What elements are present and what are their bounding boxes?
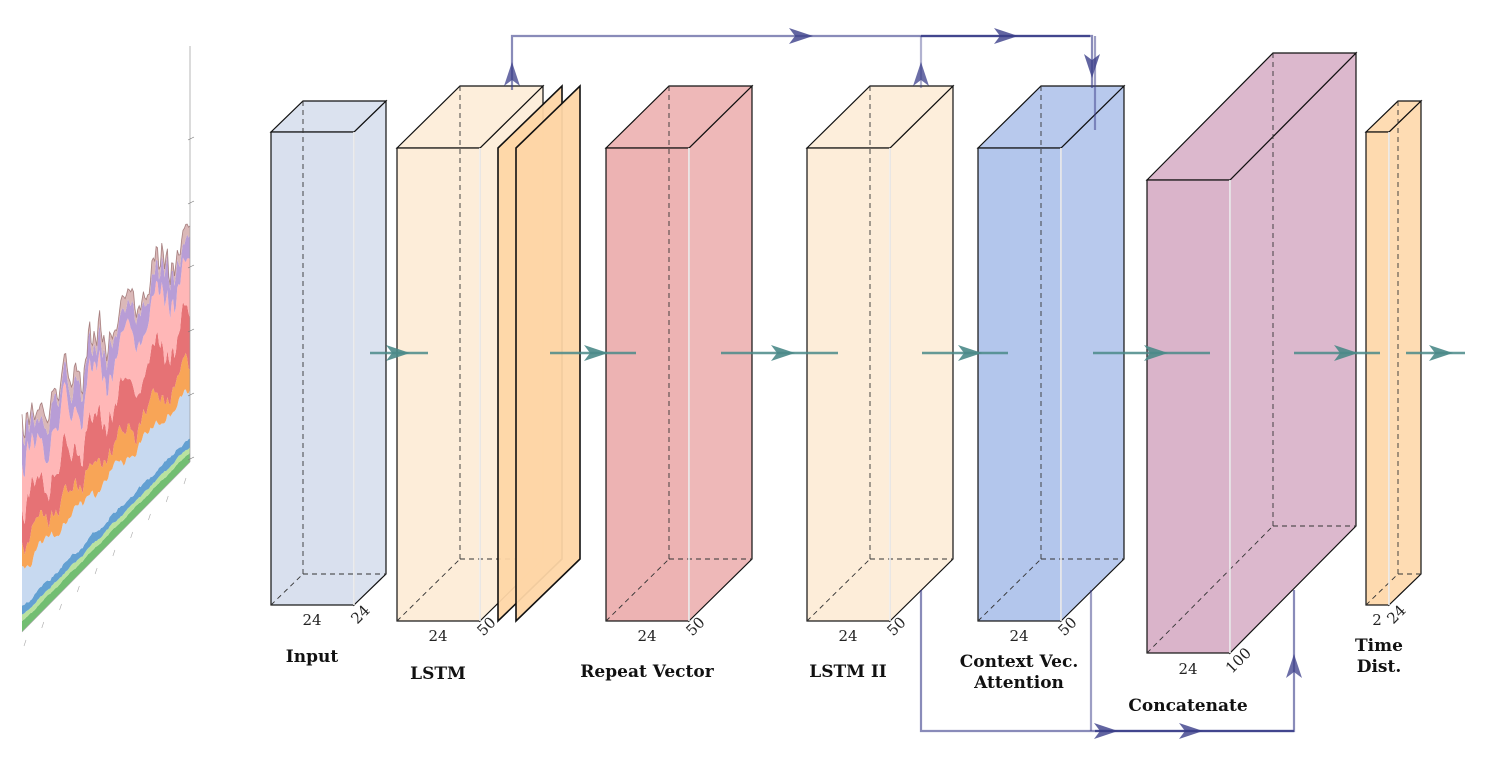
timeseries-area-layer [22, 352, 190, 569]
timedist-front-face [1365, 131, 1390, 606]
input-box [269, 99, 388, 607]
repeat-box [604, 84, 754, 623]
flow-arrow-head [1144, 345, 1168, 361]
flow-arrow [1406, 345, 1465, 361]
timeseries-tick [41, 621, 45, 629]
timeseries-tick [187, 456, 195, 461]
concat-box [1145, 51, 1358, 655]
timeseries-tick [187, 136, 195, 141]
context-label: Attention [973, 673, 1064, 693]
lstm-dim-width: 24 [428, 627, 447, 645]
skip-up-arrow-head [504, 62, 520, 86]
lstm2-label: LSTM II [809, 662, 887, 682]
timeseries-top-line [21, 223, 191, 439]
timeseries-area-layer [22, 438, 190, 615]
concat-label: Concatenate [1128, 696, 1247, 716]
input-label: Input [286, 647, 339, 667]
flow-arrow-head [1334, 345, 1358, 361]
timeseries-tick [77, 585, 80, 593]
flow-arrow-head [771, 345, 795, 361]
timeseries-tick [183, 477, 187, 485]
skip-right-arrow-head [994, 28, 1018, 44]
skip-connections [504, 28, 1302, 739]
skip-up-arrow-head [913, 62, 929, 86]
timeseries-x-axis [21, 461, 191, 633]
timeseries-tick [112, 549, 116, 557]
lstm2-box [805, 84, 955, 623]
flow-arrow-head [958, 345, 982, 361]
lstm2-front-face [806, 147, 891, 622]
skip-right-arrow-head [1094, 723, 1118, 739]
timeseries-tick [187, 200, 195, 205]
flow-arrow [1294, 345, 1380, 361]
context-label: Context Vec. [960, 652, 1079, 672]
skip-up-arrow-head [1286, 654, 1302, 678]
lstm-label: LSTM [410, 664, 466, 684]
repeat-label: Repeat Vector [580, 662, 714, 682]
lstm-front-face [396, 147, 481, 622]
layer-boxes [269, 51, 1423, 655]
lstm-extra-slab [515, 84, 581, 623]
flow-arrow [1093, 345, 1210, 361]
timedist-dim-width: 2 [1372, 611, 1382, 629]
flow-arrows [370, 345, 1465, 361]
timeseries-tick [94, 567, 98, 575]
timedist-label: Time [1355, 636, 1403, 656]
repeat-dim-width: 24 [637, 627, 656, 645]
input-front-face [270, 131, 355, 606]
lstm2-hidden-edge [806, 558, 871, 622]
flow-arrow [550, 345, 636, 361]
flow-arrow [370, 345, 428, 361]
timeseries-tick [148, 513, 151, 521]
skip-right-arrow-head [789, 28, 813, 44]
timeseries-tick [23, 639, 27, 647]
timeseries-tick [187, 264, 195, 269]
context-dim-width: 24 [1009, 627, 1028, 645]
flow-arrow [922, 345, 1008, 361]
context-hidden-edge [977, 558, 1042, 622]
input-hidden-edge [270, 573, 304, 606]
concat-dim-width: 24 [1178, 660, 1197, 678]
flow-arrow-head [1429, 345, 1453, 361]
repeat-hidden-edge [605, 558, 670, 622]
skip-right-arrow-head [1179, 723, 1203, 739]
timeseries-area-layer [22, 257, 190, 525]
context-front-face [977, 147, 1062, 622]
timeseries-area-layer [22, 301, 190, 555]
timeseries-area-layer [22, 452, 190, 632]
skip-top-lstm-to-context [510, 34, 1094, 90]
flow-arrow [721, 345, 838, 361]
timeseries-area-layer [22, 447, 190, 622]
timeseries-tick [187, 392, 195, 397]
timeseries-area-layer [22, 389, 190, 606]
lstm-hidden-edge [396, 558, 461, 622]
timedist-box [1364, 99, 1423, 607]
flow-arrow-head [386, 345, 410, 361]
input-timeseries-illustration [21, 46, 195, 647]
timeseries-tick [130, 531, 133, 539]
timeseries-tick [187, 328, 195, 333]
concat-front-face [1146, 179, 1231, 654]
timedist-hidden-edge [1365, 573, 1399, 606]
repeat-front-face [605, 147, 690, 622]
lstm2-dim-width: 24 [838, 627, 857, 645]
timeseries-tick [59, 603, 62, 611]
context-box [976, 84, 1126, 623]
timedist-label: Dist. [1357, 657, 1402, 677]
input-dim-width: 24 [302, 611, 321, 629]
concat-hidden-edge [1146, 525, 1274, 654]
lstm-slab-face [515, 84, 581, 623]
flow-arrow-head [584, 345, 608, 361]
timeseries-tick [165, 495, 169, 503]
